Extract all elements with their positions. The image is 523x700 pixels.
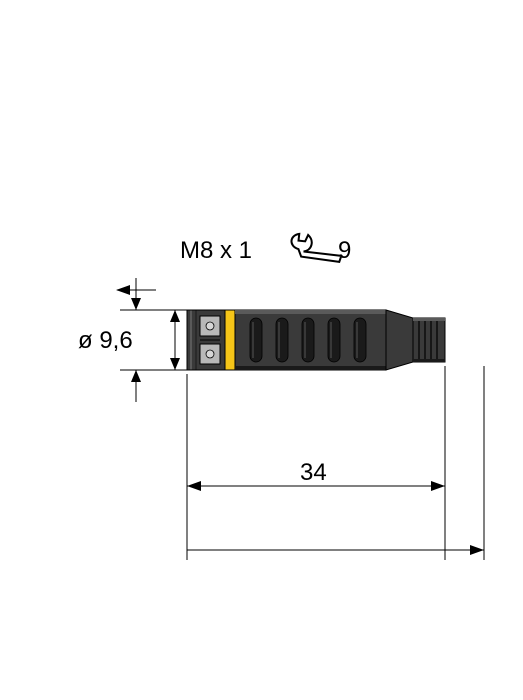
length-label: 34	[300, 459, 327, 486]
diameter-label: ø 9,6	[78, 327, 133, 354]
thread-label: M8 x 1	[180, 237, 252, 264]
technical-drawing: M8 x 1 9 ø 9,6 34	[0, 0, 523, 700]
wrench-icon	[290, 223, 343, 275]
wrench-size: 9	[338, 237, 351, 264]
connector	[187, 310, 445, 370]
